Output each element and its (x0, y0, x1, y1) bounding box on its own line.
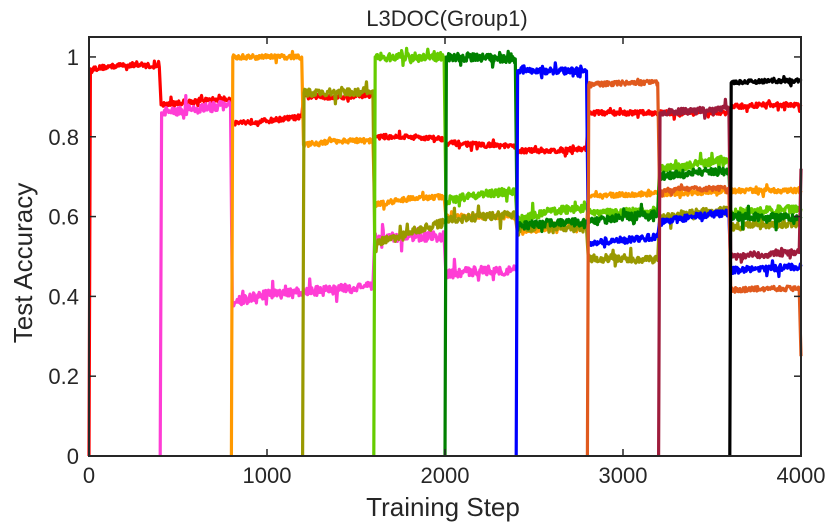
series-line-2 (158, 94, 518, 457)
plot-area (87, 46, 803, 457)
chart-title: L3DOC(Group1) (366, 6, 527, 31)
y-tick-label: 0 (67, 444, 79, 469)
axes: 0 1000 2000 3000 4000 0 0.2 0.4 0.6 0.8 1 (48, 36, 826, 488)
x-tick-label: 2000 (421, 463, 470, 488)
x-tick-label: 4000 (777, 463, 826, 488)
x-tick-label: 1000 (243, 463, 292, 488)
x-axis-label: Training Step (366, 492, 520, 522)
y-tick-label: 0.6 (48, 205, 79, 230)
series-line-10 (728, 75, 803, 457)
y-axis-label: Test Accuracy (8, 183, 38, 343)
y-tick-label: 0.8 (48, 125, 79, 150)
x-tick-label: 0 (83, 463, 95, 488)
x-tick-label: 3000 (599, 463, 648, 488)
series-line-8 (585, 77, 803, 457)
series-line-6 (443, 49, 803, 457)
y-tick-label: 0.2 (48, 364, 79, 389)
y-tick-label: 0.4 (48, 284, 79, 309)
y-tick-label: 1 (67, 45, 79, 70)
